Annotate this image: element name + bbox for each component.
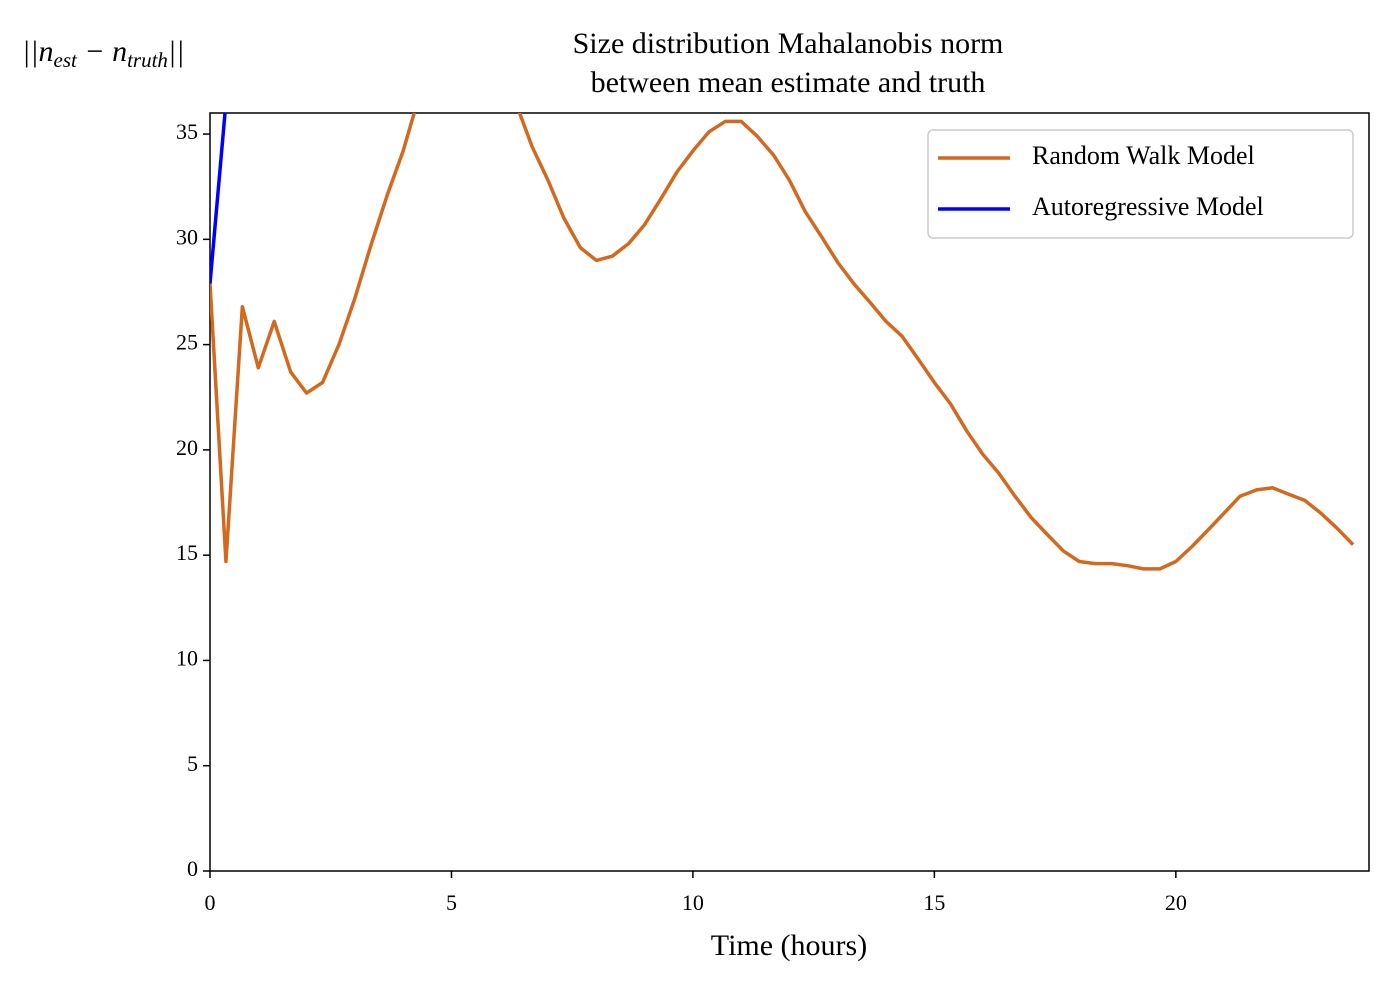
plot-frame: [209, 112, 1370, 872]
y-axis-label: ||nest − ntruth||: [22, 35, 184, 72]
y-tick-label: 35: [176, 119, 198, 144]
chart-title: between mean estimate and truth: [591, 66, 986, 99]
x-tick-label: 5: [446, 890, 457, 915]
legend-label: Autoregressive Model: [1032, 192, 1264, 221]
y-tick-label: 20: [176, 435, 198, 460]
y-label-part: est: [54, 48, 78, 72]
y-tick-label: 15: [176, 540, 198, 565]
y-tick-label: 25: [176, 330, 198, 355]
x-tick-label: 10: [682, 890, 704, 915]
chart-title: Size distribution Mahalanobis norm: [573, 27, 1004, 60]
legend-label: Random Walk Model: [1032, 141, 1255, 170]
legend-box: [927, 129, 1354, 239]
y-tick-label: 5: [187, 751, 198, 776]
y-tick-label: 0: [187, 856, 198, 881]
x-axis-label: Time (hours): [711, 929, 867, 962]
y-tick-label: 10: [176, 645, 198, 670]
y-label-part: truth: [127, 48, 168, 72]
x-tick-label: 15: [923, 890, 945, 915]
plot-area: [210, 113, 1355, 571]
y-tick-label: 30: [176, 224, 198, 249]
series-line: [210, 113, 227, 284]
series-line: [210, 113, 1355, 571]
y-label-part: ||: [168, 35, 185, 68]
x-tick-label: 20: [1165, 890, 1187, 915]
x-tick-label: 0: [205, 890, 216, 915]
y-label-part: ||n: [22, 35, 54, 68]
y-label-part: − n: [77, 35, 127, 68]
